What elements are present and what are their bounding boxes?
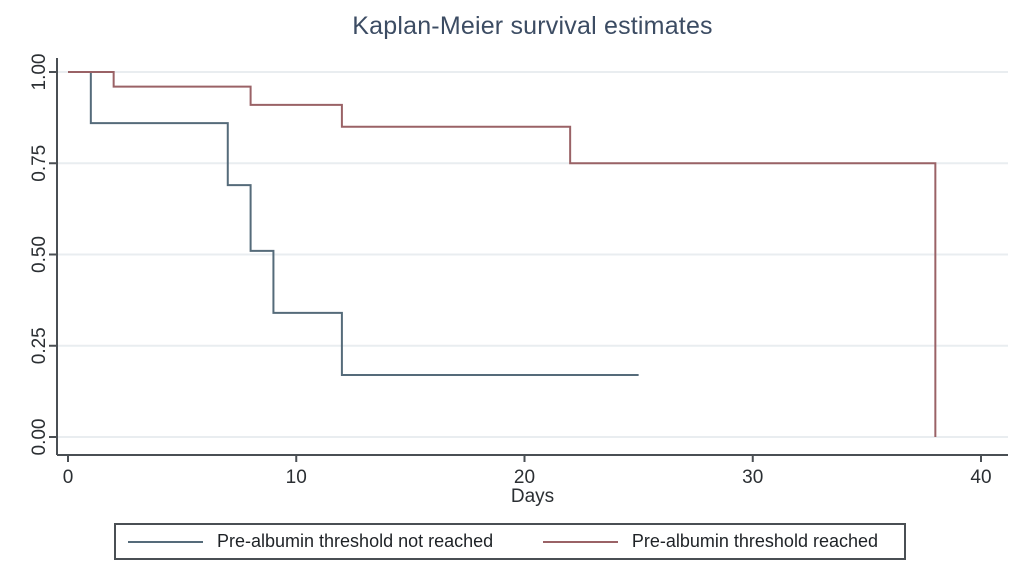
legend-label-not-reached: Pre-albumin threshold not reached [217,531,494,551]
legend-line-swatch-reached [542,540,618,543]
x-tick-label-30: 30 [742,467,763,488]
x-tick-label-0: 0 [63,467,74,488]
chart-title: Kaplan-Meier survival estimates [352,12,713,40]
x-tick-label-40: 40 [970,467,991,488]
legend: Pre-albumin threshold not reached Pre-al… [114,523,906,560]
x-tick-label-20: 20 [514,467,535,488]
y-tick-label-1.00: 1.00 [29,54,50,91]
y-tick-label-0.75: 0.75 [29,145,50,182]
legend-label-reached: Pre-albumin threshold reached [631,531,878,551]
legend-item-not-reached: Pre-albumin threshold not reached [128,531,493,552]
y-tick-label-0.25: 0.25 [29,327,50,364]
x-axis-label: Days [510,486,555,507]
legend-item-reached: Pre-albumin threshold reached [542,531,878,552]
x-tick-label-10: 10 [286,467,307,488]
km-curve-not-reached [68,71,639,376]
km-curve-reached [68,71,937,437]
y-tick-label-0.50: 0.50 [29,236,50,273]
legend-line-swatch-not-reached [128,540,203,543]
y-tick-label-0.00: 0.00 [29,419,50,456]
